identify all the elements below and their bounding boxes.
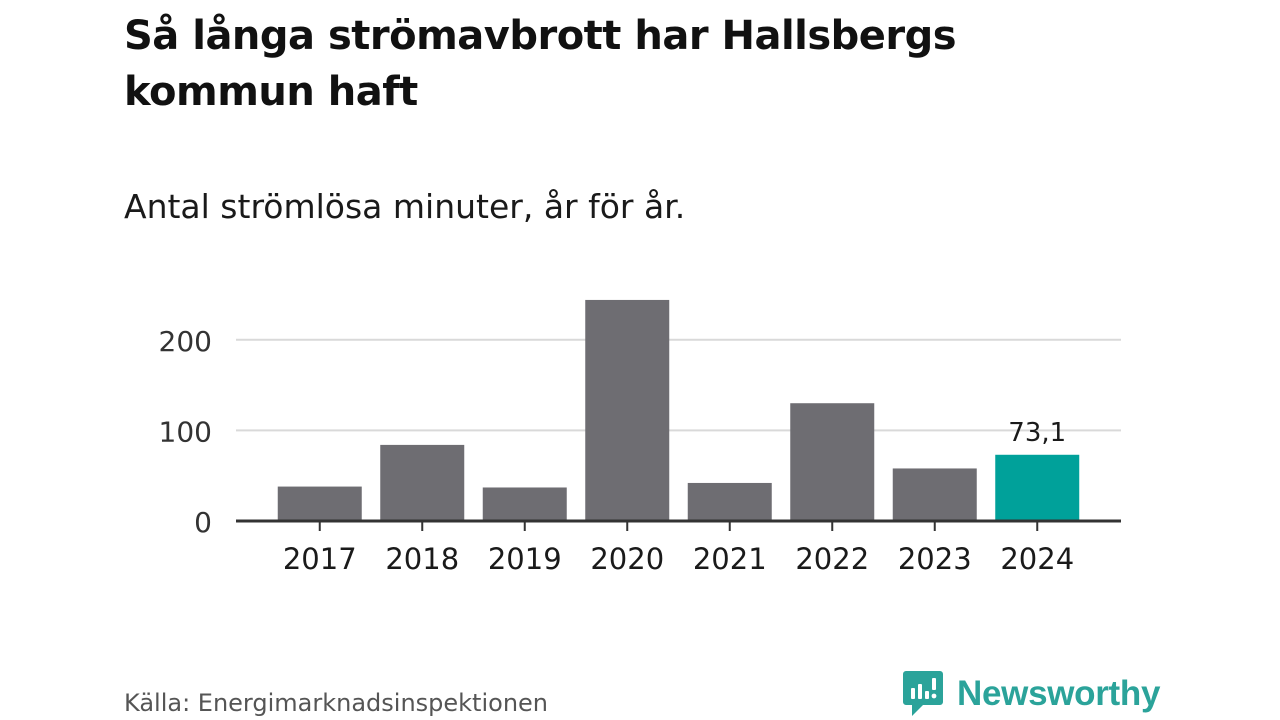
y-tick-label-200: 200 [159, 325, 212, 358]
x-tick-label-2023: 2023 [898, 542, 972, 576]
x-tick-label-2024: 2024 [1000, 542, 1074, 576]
chart-title: Så långa strömavbrott har Hallsbergs kom… [124, 13, 957, 115]
bar-2021 [687, 482, 772, 521]
x-tick-label-2017: 2017 [283, 542, 357, 576]
data-label-2024: 73,1 [1008, 418, 1066, 448]
brand-name: Newsworthy [957, 674, 1161, 713]
x-tick-label-2019: 2019 [488, 542, 562, 576]
bar-2024 [995, 454, 1080, 521]
bar-2018 [380, 444, 465, 521]
x-tick-label-2020: 2020 [590, 542, 664, 576]
source-note: Källa: Energimarknadsinspektionen [124, 689, 549, 717]
bar-2022 [790, 403, 875, 521]
y-tick-label-0: 0 [194, 506, 212, 539]
x-tick-label-2018: 2018 [385, 542, 459, 576]
x-tick-label-2022: 2022 [795, 542, 869, 576]
newsworthy-logo-icon [903, 671, 943, 716]
bar-2019 [482, 487, 567, 521]
chart-subtitle: Antal strömlösa minuter, år för år. [124, 187, 686, 226]
newsworthy-brand: Newsworthy [903, 671, 1160, 717]
x-tick-label-2021: 2021 [693, 542, 767, 576]
bar-2017 [277, 486, 362, 521]
bar-chart: 0 100 200 73,1 2017 2018 2019 2020 2021 2022 2023 2… [159, 299, 1121, 576]
bar-2023 [892, 468, 977, 521]
y-tick-label-100: 100 [159, 415, 212, 448]
bar-2020 [585, 299, 670, 521]
